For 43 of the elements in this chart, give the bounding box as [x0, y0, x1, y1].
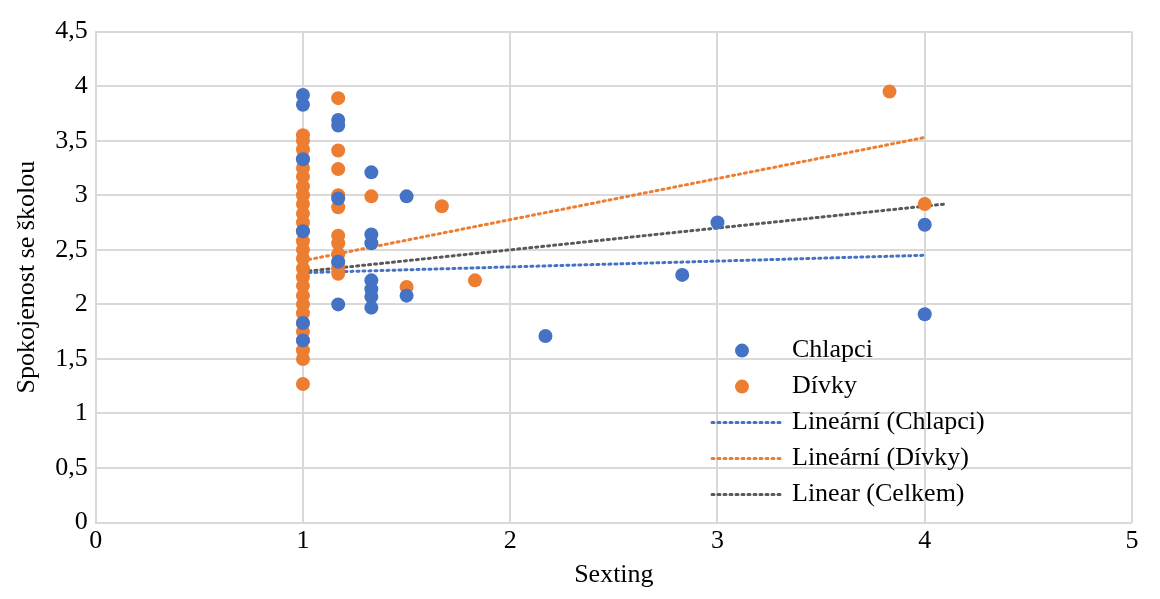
- point: [917, 307, 932, 322]
- x-tick-label: 2: [503, 525, 517, 555]
- y-tick-label: 0,5: [55, 451, 88, 481]
- x-tick-label: 5: [1125, 525, 1139, 555]
- legend-label: Linear (Celkem): [792, 478, 965, 508]
- point: [331, 162, 346, 177]
- legend-label: Dívky: [792, 370, 857, 400]
- x-axis-title: Sexting: [574, 559, 654, 589]
- point: [882, 84, 897, 99]
- point: [538, 329, 553, 344]
- y-tick-label: 3: [74, 179, 88, 209]
- point: [331, 91, 346, 106]
- legend-label: Chlapci: [792, 334, 873, 364]
- point: [399, 189, 414, 204]
- y-tick-label: 4,5: [55, 15, 88, 45]
- legend-label: Lineární (Chlapci): [792, 406, 985, 436]
- point: [364, 165, 379, 180]
- point: [331, 143, 346, 158]
- point: [399, 288, 414, 303]
- point: [467, 273, 482, 288]
- point: [295, 97, 310, 112]
- point: [675, 267, 690, 282]
- x-tick-label: 3: [710, 525, 724, 555]
- point: [917, 197, 932, 211]
- point: [364, 236, 379, 251]
- point: [295, 377, 310, 392]
- x-tick-label: 4: [918, 525, 932, 555]
- y-tick-label: 2: [74, 288, 88, 318]
- point: [364, 300, 379, 315]
- y-tick-label: 2,5: [55, 233, 88, 263]
- y-tick-label: 1,5: [55, 342, 88, 372]
- point: [364, 189, 379, 204]
- point: [331, 297, 346, 312]
- point: [434, 199, 449, 214]
- point: [917, 217, 932, 232]
- legend-label: Lineární (Dívky): [792, 442, 969, 472]
- y-tick-label: 3,5: [55, 124, 88, 154]
- y-tick-label: 0: [74, 506, 88, 536]
- y-tick-label: 1: [74, 397, 88, 427]
- point: [710, 215, 725, 230]
- y-tick-label: 4: [74, 69, 88, 99]
- y-axis-title: Spokojenost se školou: [11, 160, 41, 394]
- x-tick-label: 1: [296, 525, 310, 555]
